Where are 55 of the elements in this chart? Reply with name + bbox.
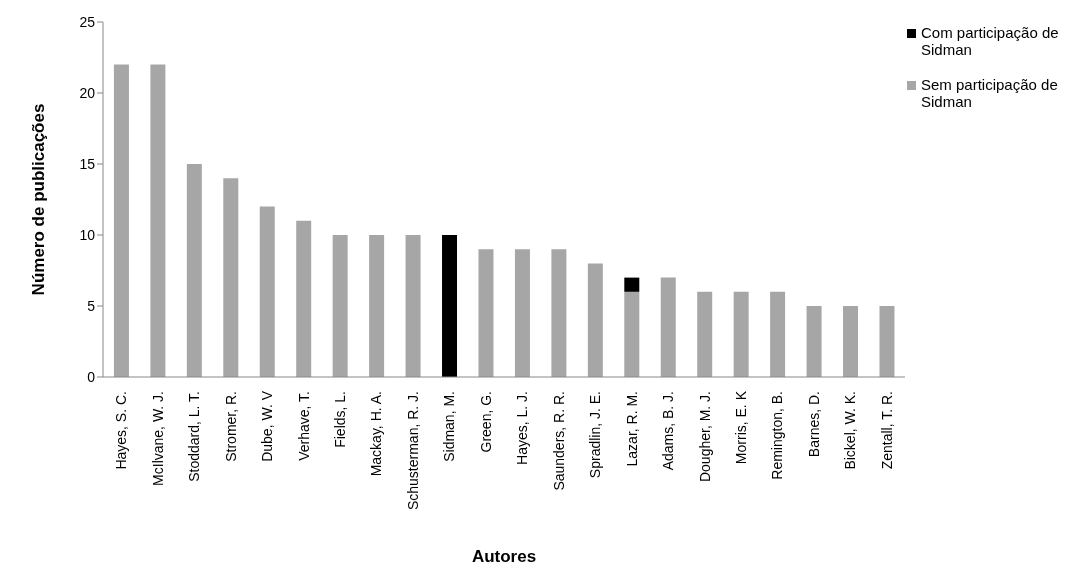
x-tick-label: Hayes, S. C.: [113, 391, 130, 470]
x-tick-label: Stoddard, L. T.: [186, 391, 203, 482]
y-tick-label: 0: [87, 368, 96, 385]
bar: [405, 235, 421, 377]
y-tick-label: 15: [79, 155, 96, 172]
x-tick-label: Verhave, T.: [295, 391, 312, 461]
x-tick-label: Stromer, R.: [222, 391, 239, 462]
y-axis-title: Número de publicações: [29, 103, 49, 296]
x-tick-label: McIlvane, W. J.: [149, 391, 166, 486]
y-tick-label: 25: [79, 13, 96, 30]
x-tick-label: Remington, B.: [769, 391, 786, 480]
y-tick-label: 5: [87, 297, 96, 314]
x-tick-label: Saunders, R. R.: [550, 391, 567, 491]
x-tick-label: Mackay, H. A.: [368, 391, 385, 477]
bar: [624, 291, 640, 377]
bar: [259, 206, 275, 377]
x-tick-label: Dube, W. V: [259, 390, 276, 462]
x-tick-label: Fields, L.: [331, 391, 348, 448]
bar: [150, 64, 166, 377]
bar: [332, 235, 348, 377]
bar: [806, 306, 822, 377]
bar: [369, 235, 385, 377]
bar: [879, 306, 895, 377]
bar: [478, 249, 494, 377]
y-tick-label: 10: [79, 226, 96, 243]
legend-label: Com participação de Sidman: [921, 24, 1060, 58]
x-tick-label: Schusterman, R. J.: [404, 391, 421, 511]
bar: [587, 263, 603, 377]
x-tick-label: Spradlin, J. E.: [587, 391, 604, 479]
legend-label: Sem participação de Sidman: [921, 76, 1059, 110]
y-tick-label: 20: [79, 84, 96, 101]
bar: [551, 249, 567, 377]
x-tick-label: Barnes, D.: [805, 391, 822, 458]
bar: [733, 291, 749, 377]
x-tick-label: Zentall, T. R.: [878, 391, 895, 470]
bar: [624, 277, 640, 292]
bar: [113, 64, 129, 377]
x-tick-label: Bickel, W. K.: [842, 391, 859, 470]
x-axis-title: Autores: [471, 547, 537, 566]
x-tick-label: Adams, B. J.: [660, 391, 677, 471]
bar: [223, 178, 239, 377]
bar: [296, 220, 312, 377]
x-tick-label: Sidman, M.: [441, 391, 458, 462]
bar: [660, 277, 676, 377]
x-tick-label: Dougher, M. J.: [696, 391, 713, 483]
bar: [770, 291, 786, 377]
x-tick-label: Green, G.: [477, 391, 494, 453]
x-tick-label: Hayes, L. J.: [514, 391, 531, 465]
bar: [442, 235, 458, 377]
bar: [186, 164, 202, 377]
x-tick-label: Morris, E. K: [732, 390, 749, 465]
bar: [697, 291, 713, 377]
bar: [843, 306, 859, 377]
bar: [514, 249, 530, 377]
x-tick-label: Lazar, R. M.: [623, 391, 640, 467]
